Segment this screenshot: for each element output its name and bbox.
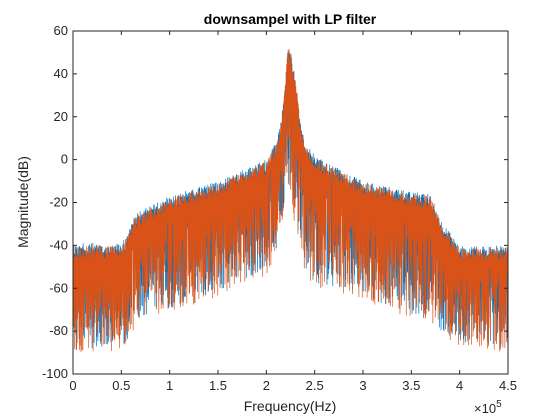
y-axis-ticks: -100 -80 -60 -40 -20 0 20 40 60 — [42, 23, 508, 381]
x-tick-label: 3.5 — [402, 378, 420, 393]
x-tick-label: 4.5 — [499, 378, 517, 393]
x-axis-label: Frequency(Hz) — [244, 398, 337, 414]
y-tick-label: -100 — [42, 366, 68, 381]
y-tick-label: -80 — [49, 323, 68, 338]
y-tick-label: -60 — [49, 280, 68, 295]
x-tick-label: 1 — [166, 378, 173, 393]
x-tick-label: 3 — [359, 378, 366, 393]
chart-title: downsampel with LP filter — [204, 11, 377, 27]
x-exponent-power: 5 — [496, 399, 502, 410]
x-axis-ticks: 0 0.5 1 1.5 2 2.5 3 3.5 4 4.5 — [69, 31, 517, 393]
x-tick-label: 0.5 — [112, 378, 130, 393]
x-tick-label: 0 — [69, 378, 76, 393]
y-tick-label: 60 — [54, 23, 68, 38]
x-tick-label: 2 — [263, 378, 270, 393]
x-tick-label: 1.5 — [209, 378, 227, 393]
y-tick-label: 20 — [54, 109, 68, 124]
x-tick-label: 4 — [456, 378, 463, 393]
series-layer — [73, 49, 508, 352]
x-tick-label: 2.5 — [306, 378, 324, 393]
x-exponent-label: ×105 — [474, 399, 502, 416]
y-axis-label: Magnitude(dB) — [15, 156, 31, 248]
y-tick-label: 40 — [54, 66, 68, 81]
series-line-2 — [73, 49, 508, 352]
y-tick-label: -40 — [49, 237, 68, 252]
y-tick-label: -20 — [49, 195, 68, 210]
y-tick-label: 0 — [61, 152, 68, 167]
